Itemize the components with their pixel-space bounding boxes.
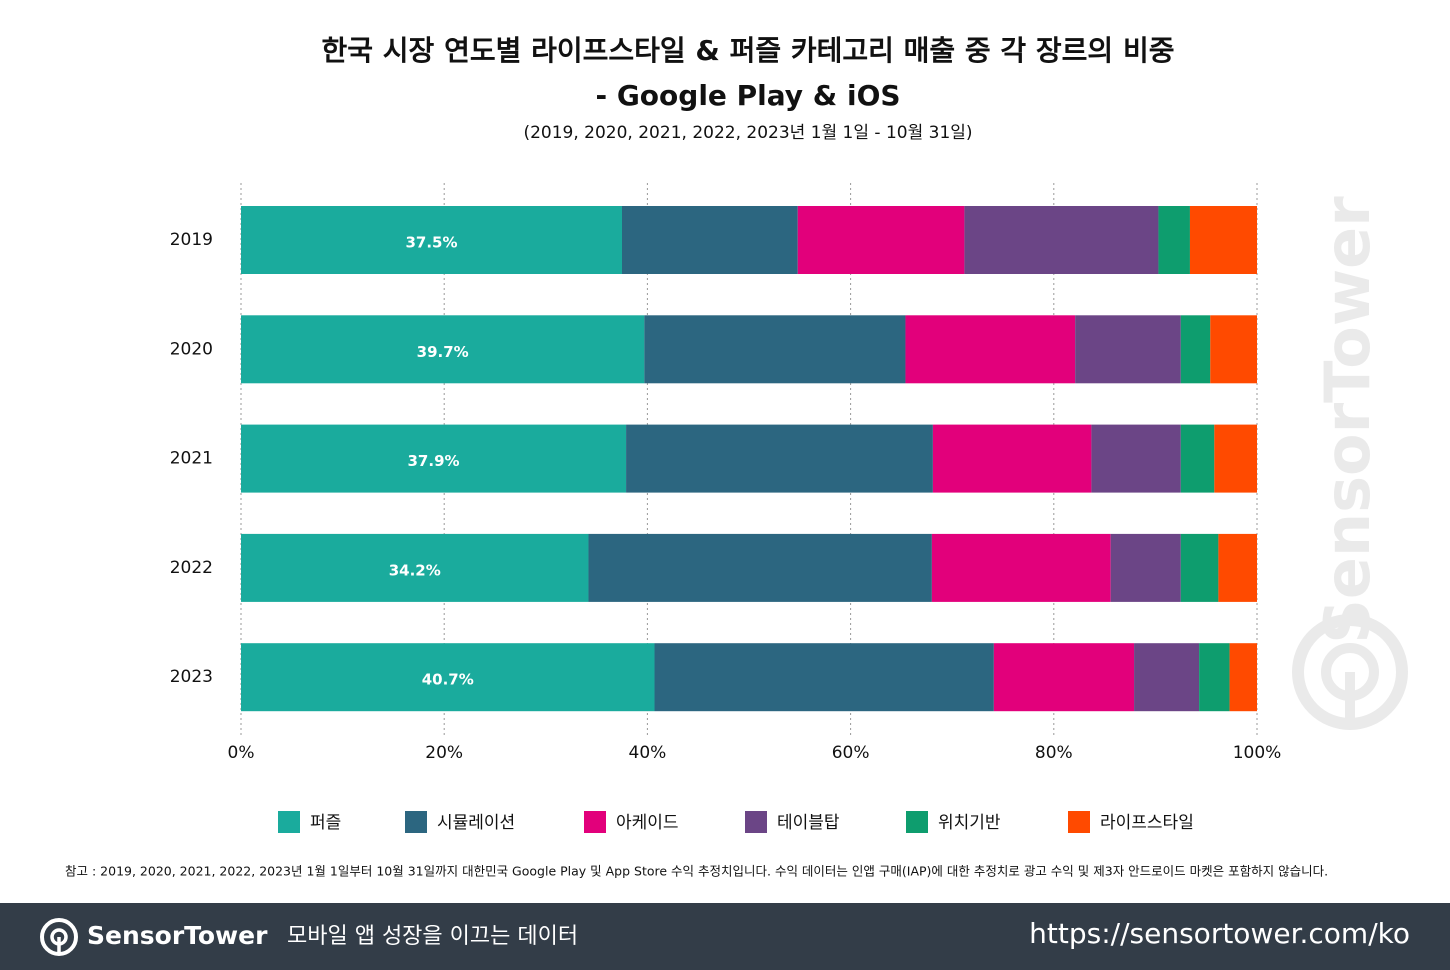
- x-tick-label: 80%: [1035, 743, 1073, 763]
- watermark: SensorTower: [1292, 196, 1408, 730]
- bar-segment: [1189, 206, 1257, 274]
- bar-segment: [1218, 533, 1257, 602]
- bar-segment: [241, 424, 627, 493]
- footer-url: https://sensortower.com/ko: [1029, 917, 1410, 950]
- legend-swatch: [745, 811, 767, 833]
- bar-segment: [1110, 533, 1181, 602]
- bar-segment: [1229, 643, 1257, 712]
- bar-segment: [241, 315, 645, 384]
- bar-segment: [1180, 533, 1219, 602]
- bar-segment: [626, 424, 933, 493]
- y-tick-label: 2020: [170, 339, 213, 359]
- x-tick-label: 100%: [1233, 743, 1282, 763]
- bar-segment: [1180, 424, 1215, 493]
- y-tick-label: 2023: [170, 667, 213, 687]
- bar-segment: [1210, 315, 1257, 384]
- legend-swatch: [906, 811, 928, 833]
- footer-bar: [0, 903, 1450, 970]
- data-label: 40.7%: [422, 671, 474, 689]
- data-label: 39.7%: [417, 343, 469, 361]
- bar-segment: [1214, 424, 1257, 493]
- legend-swatch: [278, 811, 300, 833]
- bar-segment: [993, 643, 1135, 712]
- bar-segment: [622, 206, 798, 274]
- chart-title: 한국 시장 연도별 라이프스타일 & 퍼즐 카테고리 매출 중 각 장르의 비중: [322, 34, 1175, 67]
- y-tick-label: 2019: [170, 230, 213, 250]
- legend-label: 라이프스타일: [1100, 813, 1194, 833]
- legend-label: 아케이드: [616, 813, 679, 833]
- legend-swatch: [584, 811, 606, 833]
- bar-segment: [1158, 206, 1190, 274]
- bar-segment: [1075, 315, 1181, 384]
- bar-segment: [588, 533, 932, 602]
- x-tick-label: 60%: [832, 743, 870, 763]
- legend-label: 퍼즐: [310, 813, 341, 833]
- legend-label: 위치기반: [938, 813, 1001, 833]
- bar-segment: [241, 206, 622, 274]
- footer-brand: SensorTower: [87, 921, 268, 950]
- bar-segment: [964, 206, 1159, 274]
- legend-swatch: [405, 811, 427, 833]
- bar-segment: [932, 424, 1092, 493]
- watermark-text: SensorTower: [1311, 196, 1384, 644]
- note: 참고 : 2019, 2020, 2021, 2022, 2023년 1월 1일…: [65, 864, 1328, 879]
- chart-title: - Google Play & iOS: [595, 79, 900, 112]
- bar-segment: [1091, 424, 1181, 493]
- x-tick-label: 40%: [629, 743, 667, 763]
- footer-tagline: 모바일 앱 성장을 이끄는 데이터: [287, 924, 578, 949]
- bar-segment: [931, 533, 1111, 602]
- bar-segment: [905, 315, 1076, 384]
- x-tick-label: 20%: [425, 743, 463, 763]
- chart-subtitle: (2019, 2020, 2021, 2022, 2023년 1월 1일 - 1…: [523, 123, 972, 143]
- x-tick-label: 0%: [228, 743, 255, 763]
- data-label: 37.9%: [408, 452, 460, 470]
- bar-segment: [654, 643, 994, 712]
- legend-swatch: [1068, 811, 1090, 833]
- bar-segment: [797, 206, 965, 274]
- data-label: 34.2%: [389, 561, 441, 579]
- bar-segment: [241, 643, 655, 712]
- legend-label: 시뮬레이션: [437, 813, 515, 833]
- bar-segment: [241, 533, 589, 602]
- y-tick-label: 2021: [170, 449, 213, 469]
- y-tick-label: 2022: [170, 558, 213, 578]
- legend-label: 테이블탑: [777, 813, 840, 833]
- bar-segment: [1134, 643, 1200, 712]
- data-label: 37.5%: [405, 234, 457, 252]
- bar-segment: [1180, 315, 1211, 384]
- bar-segment: [1199, 643, 1230, 712]
- bar-segment: [644, 315, 906, 384]
